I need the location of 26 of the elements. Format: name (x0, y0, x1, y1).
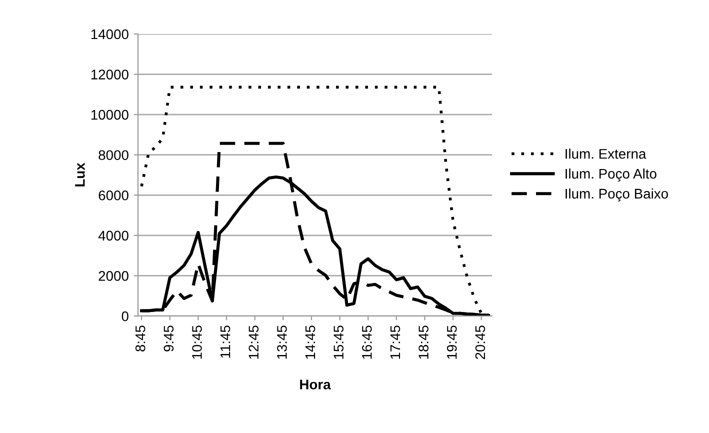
x-tick-label: 11:45 (220, 326, 230, 358)
x-tick-label: 17:45 (390, 326, 400, 359)
x-tick-label: 20:45 (475, 326, 486, 360)
x-tick-label: 12:45 (248, 326, 259, 359)
y-tick-label: 12000 (91, 70, 128, 80)
x-tick-label: 13:45 (277, 326, 287, 359)
y-tick-label: 8000 (98, 150, 128, 160)
x-tick-label: 14:45 (305, 326, 316, 359)
y-tick-label: 4000 (98, 230, 128, 241)
y-tick-label: 14000 (91, 29, 128, 40)
x-tick-label: 16:45 (362, 326, 372, 359)
x-tick-label: 19:45 (446, 326, 457, 359)
x-tick-label: 8:45 (135, 326, 146, 352)
y-tick-label: 6000 (98, 190, 128, 200)
x-tick-label: 15:45 (334, 326, 344, 359)
x-axis-title: Hora (300, 380, 331, 390)
legend-label: Ilum. Externa (566, 148, 646, 159)
y-tick-label: 0 (122, 311, 128, 322)
y-axis-title: Lux (75, 162, 85, 186)
x-tick-label: 10:45 (192, 326, 202, 359)
y-tick-label: 2000 (98, 271, 128, 281)
legend-label: Ilum. Poço Alto (566, 168, 656, 182)
legend-label: Ilum. Poço Baixo (566, 188, 668, 202)
x-tick-label: 18:45 (418, 326, 428, 359)
x-tick-label: 9:45 (164, 326, 174, 352)
y-tick-label: 10000 (91, 110, 128, 120)
